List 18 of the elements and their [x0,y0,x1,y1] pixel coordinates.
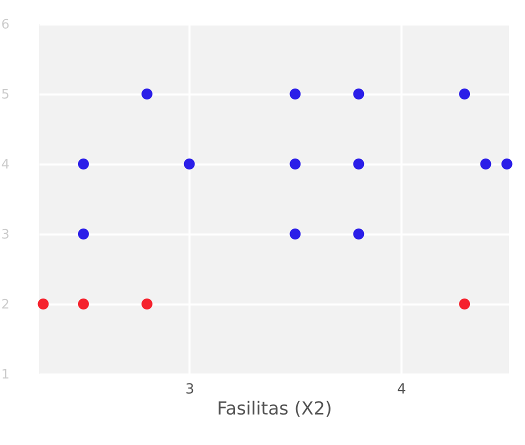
point [38,298,49,310]
point [78,158,89,170]
point [184,158,195,170]
point [353,228,364,240]
point [353,88,364,100]
point [290,158,301,170]
point [141,298,152,310]
point [459,298,470,310]
point [501,158,512,170]
point [290,88,301,100]
point [459,88,470,100]
point [290,228,301,240]
point [78,228,89,240]
point [78,298,89,310]
point [480,158,492,170]
point [141,88,152,100]
x-axis-title: Fasilitas (X2) [216,398,332,420]
point [353,158,364,170]
